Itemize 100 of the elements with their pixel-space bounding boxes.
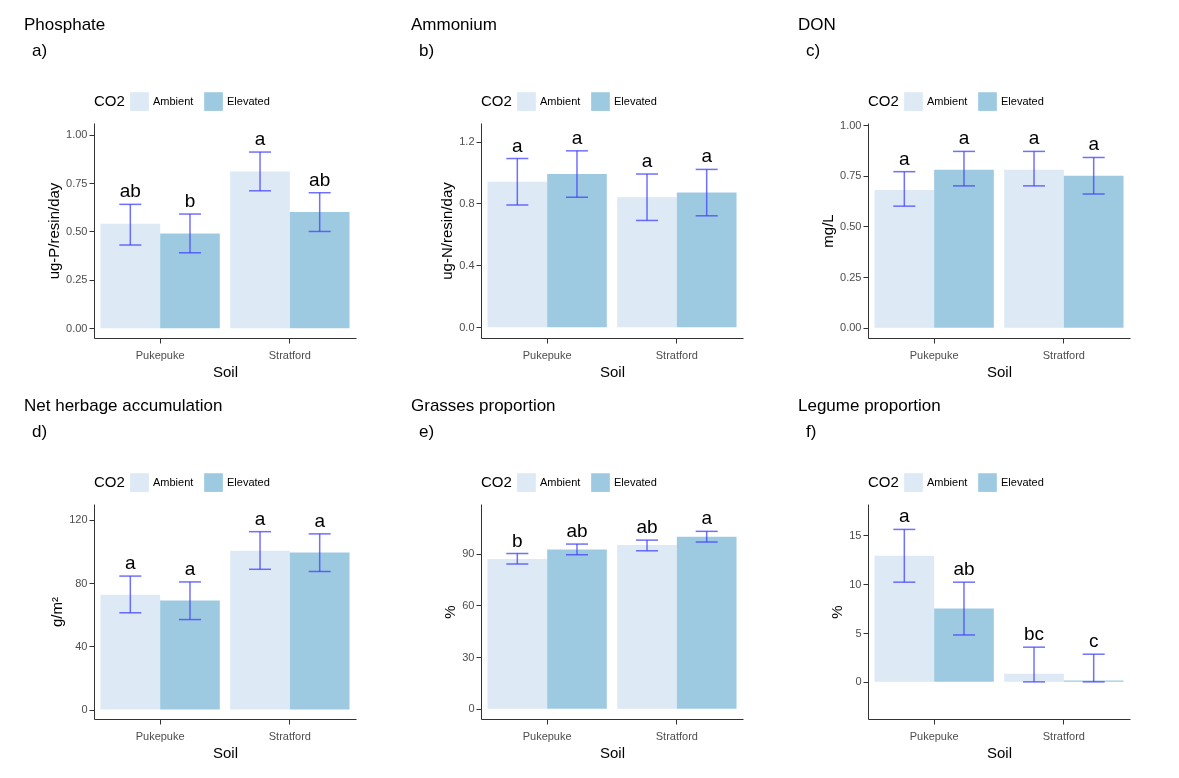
bar [160,233,220,329]
x-axis-title: Soil [986,362,1013,380]
x-tick-label: Pukepuke [522,729,572,742]
x-axis-title: Soil [599,743,626,761]
data-label: a [1088,133,1100,155]
bar [547,174,607,328]
text: d) [32,422,48,441]
x-tick-label: Pukepuke [909,348,959,361]
y-tick-label: 1.00 [66,128,88,141]
text: b) [419,41,435,60]
bar [1063,175,1124,328]
x-axis-title: Soil [599,362,626,380]
y-tick-label: 90 [462,547,475,560]
data-label: a [512,134,524,156]
y-tick-label: 10 [849,577,862,590]
legend-title: CO2 [868,92,899,109]
y-axis-title: g/m² [48,597,66,627]
legend-label: Ambient [927,475,968,488]
data-label: ab [566,520,588,542]
y-tick-label: 0 [855,675,862,688]
chart-title: Ammonium [411,15,497,34]
x-axis-title: Soil [212,362,239,380]
legend-title: CO2 [868,473,899,490]
legend-title: CO2 [481,92,512,109]
bar [934,608,994,682]
data-label: a [701,507,713,529]
bar [487,181,548,328]
x-axis-title: Soil [212,743,239,761]
text: c) [806,41,821,60]
data-label: b [512,529,523,551]
y-axis-title: ug-P/resin/day [45,182,63,280]
x-tick-label: Stratford [1042,348,1085,361]
data-label: ab [309,168,331,190]
bar [874,189,935,328]
data-label: ab [119,180,141,202]
legend-label: Elevated [1001,475,1044,488]
x-tick-label: Stratford [268,729,311,742]
bar [1004,673,1064,682]
bar [230,171,290,329]
data-label: a [571,126,583,148]
bar [100,223,161,329]
x-tick-label: Stratford [655,729,698,742]
y-tick-label: 5 [855,626,862,639]
legend-label: Ambient [540,94,581,107]
data-label: a [314,509,326,531]
bar [617,197,677,328]
bar [289,212,350,329]
text: f) [806,422,817,441]
y-axis-title: mg/L [819,214,837,248]
y-tick-label: 80 [75,576,88,589]
data-label: ab [636,516,658,538]
y-axis-title: ug-N/resin/day [438,181,456,280]
data-label: a [641,150,653,172]
y-tick-label: 0.8 [459,196,475,209]
data-label: a [1028,127,1040,149]
chart-title: Phosphate [24,15,106,34]
bar [289,552,350,710]
data-label: b [184,190,196,212]
data-label: a [125,552,137,574]
y-tick-label: 0 [81,703,88,716]
data-label: ab [953,558,975,580]
y-tick-label: 15 [849,528,862,541]
legend-label: Elevated [1001,94,1044,107]
text: a) [32,41,48,60]
x-axis-title: Soil [986,743,1013,761]
legend-label: Ambient [153,94,194,107]
x-tick-label: Pukepuke [909,729,959,742]
chart-title: DON [798,15,836,34]
legend-title: CO2 [94,92,125,109]
y-tick-label: 1.2 [459,135,475,148]
bar [230,550,290,710]
y-tick-label: 0.75 [840,169,862,182]
legend-title: CO2 [481,473,512,490]
legend-label: Ambient [540,475,581,488]
y-tick-label: 40 [75,639,88,652]
legend-title: CO2 [94,473,125,490]
x-tick-label: Pukepuke [135,348,185,361]
chart-title: Net herbage accumulation [24,396,223,415]
x-tick-label: Stratford [655,348,698,361]
y-axis-title: % [441,605,459,619]
x-tick-label: Stratford [268,348,311,361]
legend-label: Elevated [227,94,270,107]
legend-label: Elevated [614,475,657,488]
data-label: bc [1023,623,1045,645]
y-tick-label: 0.00 [840,321,862,334]
data-label: c [1088,630,1099,652]
y-tick-label: 0.50 [840,219,862,232]
y-tick-label: 30 [462,650,475,663]
y-tick-label: 0.4 [459,258,475,271]
bar [676,192,737,328]
chart-title: Legume proportion [798,396,941,415]
bar [934,169,994,328]
bar [874,555,935,682]
x-tick-label: Pukepuke [522,348,572,361]
x-tick-label: Pukepuke [135,729,185,742]
y-tick-label: 0.50 [66,224,88,237]
y-tick-label: 0 [468,702,475,715]
data-label: a [958,127,970,149]
y-axis-title: % [828,605,846,619]
y-tick-label: 120 [69,513,88,526]
